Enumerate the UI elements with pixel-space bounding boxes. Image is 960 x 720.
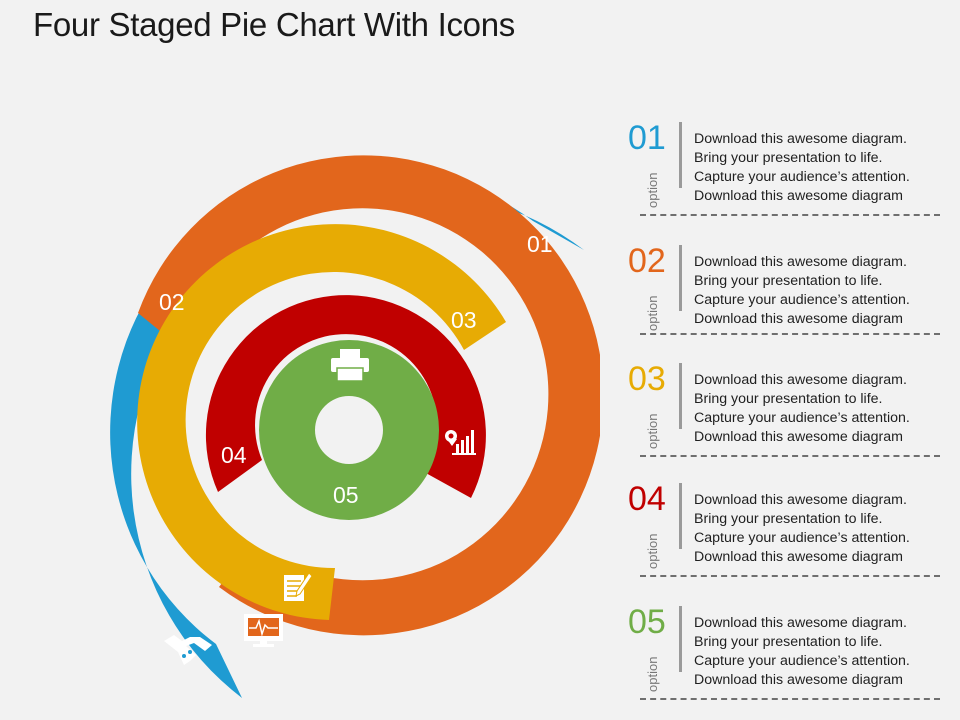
ring-03-label: 03 [451,307,477,333]
option-line: Bring your presentation to life. [694,150,883,166]
option-line: Download this awesome diagram [694,188,903,204]
option-item-05: 05 option Download this awesome diagram.… [620,594,942,704]
handshake-icon [164,635,212,665]
option-number: 03 [628,360,666,398]
option-label: option [645,533,660,569]
option-divider [679,606,682,672]
ring-04-arc [205,295,486,498]
option-label: option [645,413,660,449]
option-line: Download this awesome diagram. [694,254,907,270]
monitor-pulse-icon [244,614,283,647]
option-divider [679,363,682,429]
option-separator [640,333,940,335]
option-number: 01 [628,119,666,157]
option-separator [640,455,940,457]
option-number: 04 [628,480,666,518]
ring-04-label: 04 [221,442,247,468]
option-separator [640,214,940,216]
option-line: Download this awesome diagram. [694,372,907,388]
option-line: Download this awesome diagram. [694,615,907,631]
option-line: Download this awesome diagram [694,311,903,327]
option-number: 05 [628,603,666,641]
ring-01-label: 01 [527,231,553,257]
option-separator [640,698,940,700]
option-label: option [645,295,660,331]
option-line: Download this awesome diagram [694,549,903,565]
option-description: Download this awesome diagram. Bring you… [694,130,910,206]
ring-05-donut [259,340,439,520]
option-line: Capture your audience’s attention. [694,653,910,669]
option-description: Download this awesome diagram. Bring you… [694,614,910,690]
option-number: 02 [628,242,666,280]
printer-icon [331,349,369,382]
option-line: Bring your presentation to life. [694,634,883,650]
option-item-01: 01 option Download this awesome diagram.… [620,110,942,220]
option-item-03: 03 option Download this awesome diagram.… [620,351,942,461]
option-line: Capture your audience’s attention. [694,410,910,426]
option-line: Download this awesome diagram. [694,492,907,508]
option-description: Download this awesome diagram. Bring you… [694,491,910,567]
option-description: Download this awesome diagram. Bring you… [694,253,910,329]
option-line: Bring your presentation to life. [694,391,883,407]
option-divider [679,245,682,311]
option-label: option [645,656,660,692]
slide-title: Four Staged Pie Chart With Icons [33,6,515,43]
option-line: Capture your audience’s attention. [694,292,910,308]
option-description: Download this awesome diagram. Bring you… [694,371,910,447]
option-line: Download this awesome diagram. [694,131,907,147]
ring-02-label: 02 [159,289,185,315]
option-separator [640,575,940,577]
option-item-02: 02 option Download this awesome diagram.… [620,233,942,343]
ring-01-arc [110,168,584,699]
option-divider [679,483,682,549]
option-line: Download this awesome diagram [694,429,903,445]
option-divider [679,122,682,188]
ring-05-label: 05 [333,482,359,508]
option-line: Capture your audience’s attention. [694,530,910,546]
option-line: Bring your presentation to life. [694,511,883,527]
notepad-pencil-icon [284,572,313,601]
option-item-04: 04 option Download this awesome diagram.… [620,471,942,581]
option-label: option [645,172,660,208]
option-line: Bring your presentation to life. [694,273,883,289]
bar-chart-icon [445,430,476,455]
option-line: Capture your audience’s attention. [694,169,910,185]
staged-ring-diagram: 01 02 03 04 05 [110,155,600,699]
option-line: Download this awesome diagram [694,672,903,688]
